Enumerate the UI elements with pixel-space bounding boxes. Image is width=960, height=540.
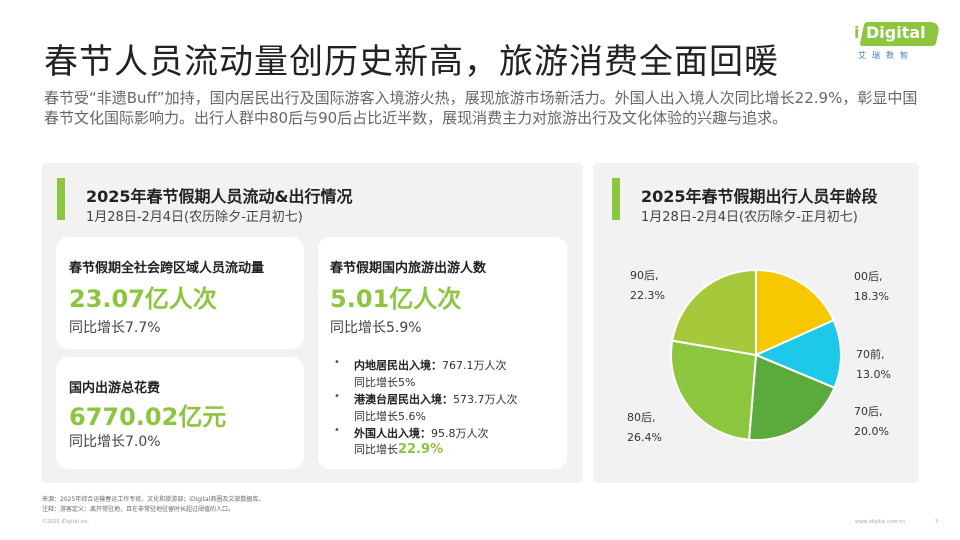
slice-value: 26.4% [627, 431, 662, 444]
card-growth: 同比增长7.0% [69, 434, 161, 450]
pie-label-90s: 90后, 22.3% [630, 266, 665, 306]
footer-url: www.idigital.com.cn [855, 519, 906, 525]
slice-name: 90后, [630, 269, 659, 282]
list-item-growth: 同比增长22.9% [354, 441, 443, 457]
panel-accent-bar [612, 178, 620, 220]
pie-slice-0 [755, 268, 835, 357]
slice-name: 80后, [627, 411, 656, 424]
pie-slice-4 [671, 268, 757, 357]
slice-name: 70前, [856, 348, 885, 361]
card-value: 6770.02亿元 [69, 403, 227, 431]
logo-letter-i: i [854, 23, 860, 42]
bullet-glyph: • [334, 357, 340, 368]
slice-value: 22.3% [630, 289, 665, 302]
intro-paragraph: 春节受“非遗Buff”加持，国内居民出行及国际游客入境游火热，展现旅游市场新活力… [44, 89, 918, 127]
card-growth: 同比增长7.7% [69, 320, 161, 336]
pie-slice-1 [753, 318, 842, 390]
pie-label-pre70s: 70前, 13.0% [856, 345, 891, 385]
age-pie-chart [670, 268, 842, 442]
copyright: ©2025 iDigital Inc. [42, 519, 90, 525]
card-label: 春节假期全社会跨区域人员流动量 [69, 261, 265, 276]
travel-flow-panel: 2025年春节假期人员流动&出行情况 1月28日-2月4日(农历除夕-正月初七)… [42, 163, 583, 483]
panel-subtitle: 1月28日-2月4日(农历除夕-正月初七) [641, 210, 858, 225]
idigital-logo: i Digital 艾瑞数智 [852, 22, 941, 66]
panel-accent-bar [57, 178, 65, 220]
panel-title: 2025年春节假期人员流动&出行情况 [86, 187, 353, 206]
pie-label-80s: 80后, 26.4% [627, 408, 662, 448]
cross-region-flow-card: 春节假期全社会跨区域人员流动量 23.07亿人次 同比增长7.7% [56, 237, 304, 349]
definition-footnote: 注释：游客定义：离开常驻地，且在非常驻地驻留时长超过阈值的人口。 [42, 506, 235, 513]
list-item: • 港澳台居民出入境：573.7万人次 [334, 391, 518, 407]
logo-wordmark: Digital [866, 23, 926, 42]
page-number: 3 [935, 519, 939, 525]
slice-name: 00后, [854, 270, 883, 283]
card-value: 23.07亿人次 [69, 285, 217, 313]
card-growth: 同比增长5.9% [330, 320, 422, 336]
border-crossing-list: • 内地居民出入境：767.1万人次 同比增长5% • 港澳台居民出入境：573… [334, 357, 554, 467]
slice-value: 20.0% [854, 425, 889, 438]
list-item-value: 95.8万人次 [431, 427, 489, 440]
slice-value: 13.0% [856, 368, 891, 381]
slice-value: 18.3% [854, 290, 889, 303]
list-item-key: 内地居民出入境： [354, 359, 442, 372]
list-item-value: 767.1万人次 [442, 359, 507, 372]
card-value: 5.01亿人次 [330, 285, 462, 313]
pie-slice-3 [670, 339, 758, 441]
logo-subtitle: 艾瑞数智 [858, 51, 914, 60]
card-label: 国内出游总花费 [69, 381, 161, 396]
pie-label-70s: 70后, 20.0% [854, 402, 889, 442]
list-item: • 外国人出入境：95.8万人次 [334, 425, 489, 441]
slice-name: 70后, [854, 405, 883, 418]
page-title: 春节人员流动量创历史新高，旅游消费全面回暖 [44, 42, 779, 82]
card-label: 春节假期国内旅游出游人数 [330, 261, 487, 276]
list-item: • 内地居民出入境：767.1万人次 [334, 357, 507, 373]
growth-prefix: 同比增长 [354, 443, 398, 456]
bullet-glyph: • [334, 425, 340, 436]
pie-label-00s: 00后, 18.3% [854, 267, 889, 307]
list-item-growth: 同比增长5% [354, 376, 416, 389]
age-group-panel: 2025年春节假期出行人员年龄段 1月28日-2月4日(农历除夕-正月初七) 0… [593, 163, 919, 483]
domestic-tourism-card: 春节假期国内旅游出游人数 5.01亿人次 同比增长5.9% • 内地居民出入境：… [318, 237, 567, 469]
source-footnote: 来源：2025年综合运输春运工作专班、文化和旅游部；iDigital商圈及文旅数… [42, 496, 265, 503]
list-item-value: 573.7万人次 [453, 393, 518, 406]
bullet-glyph: • [334, 391, 340, 402]
list-item-key: 港澳台居民出入境： [354, 393, 453, 406]
tourism-spending-card: 国内出游总花费 6770.02亿元 同比增长7.0% [56, 357, 304, 469]
panel-title: 2025年春节假期出行人员年龄段 [641, 187, 878, 206]
list-item-growth: 同比增长5.6% [354, 410, 426, 423]
panel-subtitle: 1月28日-2月4日(农历除夕-正月初七) [86, 210, 303, 225]
list-item-key: 外国人出入境： [354, 427, 431, 440]
pie-slice-2 [747, 353, 836, 442]
growth-highlight: 22.9% [398, 442, 444, 457]
